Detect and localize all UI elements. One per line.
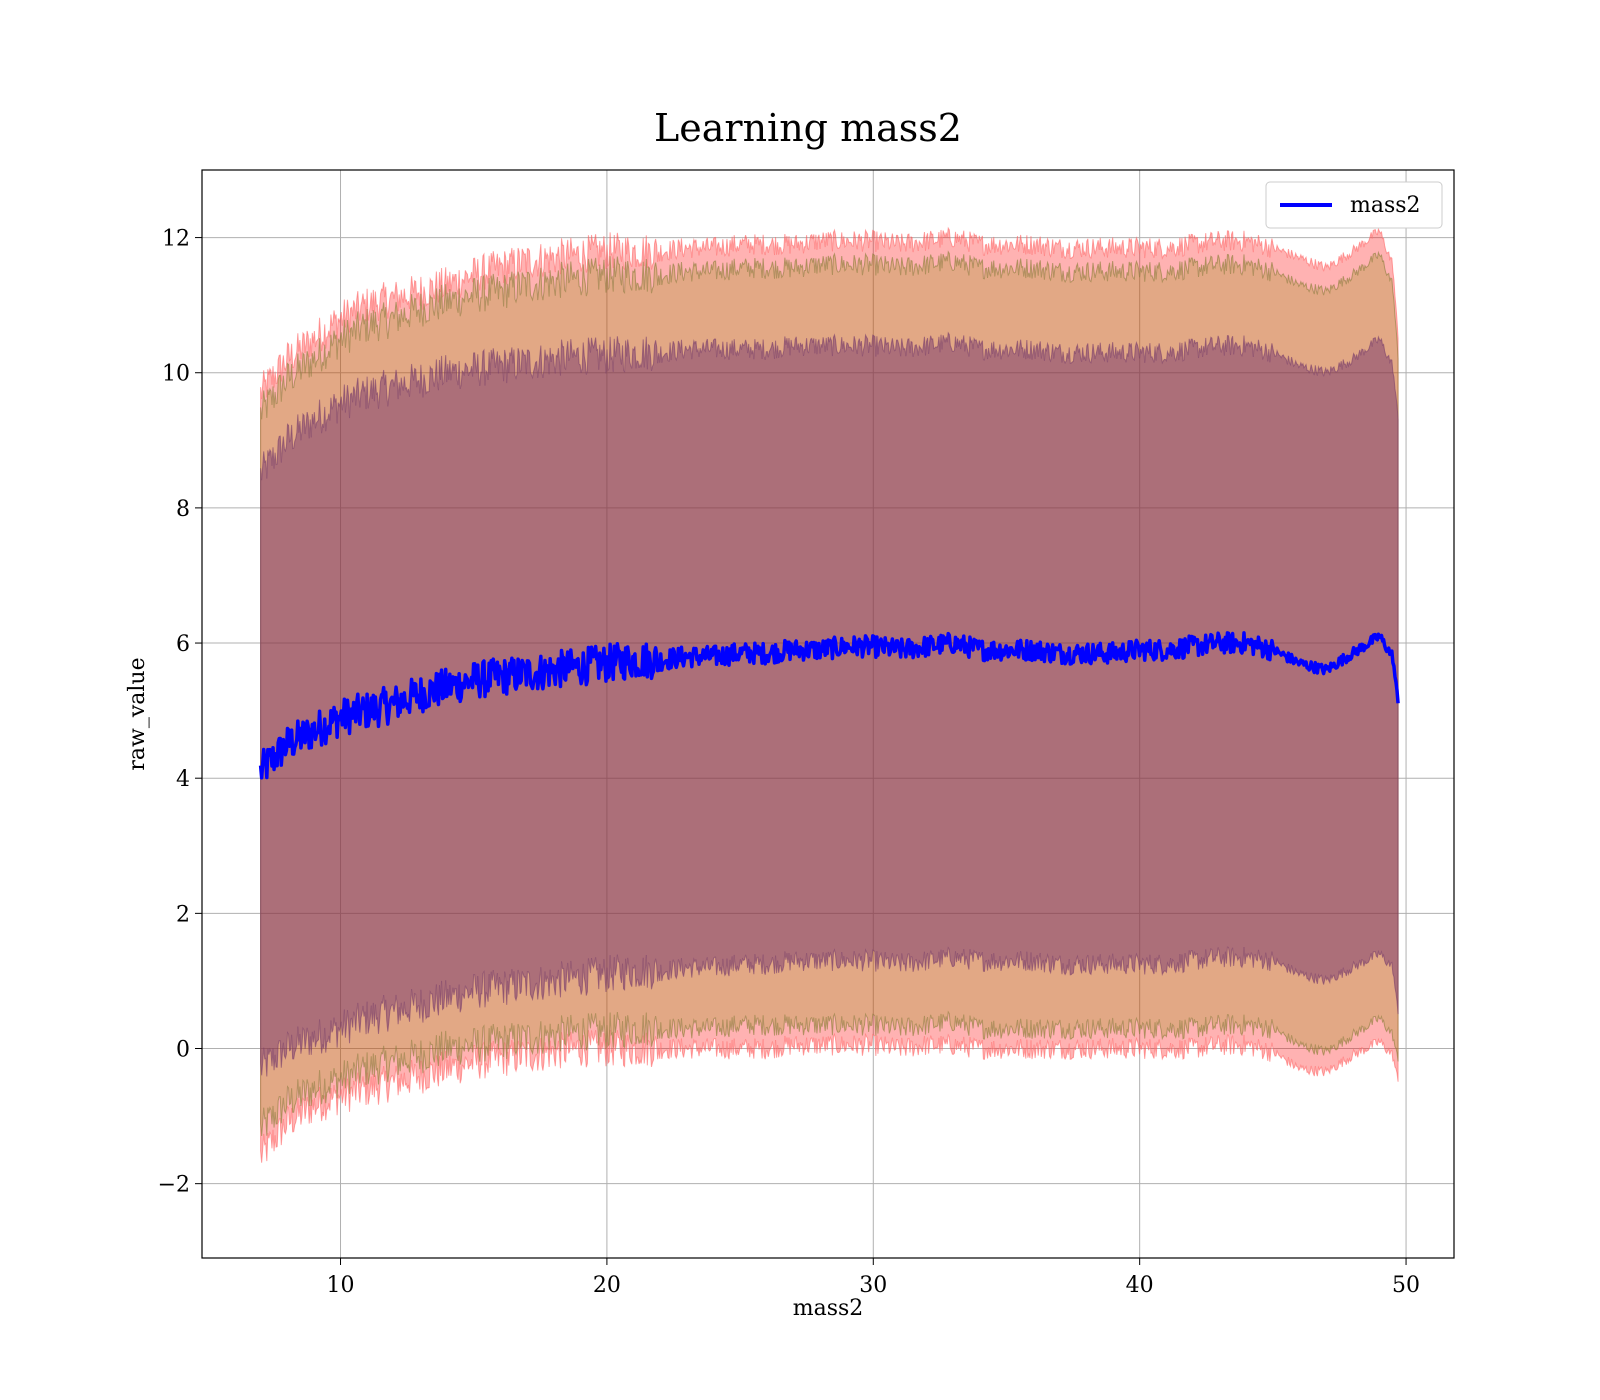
y-tick-label: 4 — [176, 767, 190, 792]
y-tick-label: 8 — [176, 497, 190, 522]
y-tick-label: 2 — [176, 902, 190, 927]
x-tick-label: 30 — [859, 1273, 887, 1298]
y-axis-ticks: −2 0 2 4 6 8 10 12 — [158, 227, 202, 1198]
chart-title: Learning mass2 — [654, 106, 962, 150]
y-tick-label: 0 — [176, 1038, 190, 1063]
x-tick-label: 40 — [1126, 1273, 1154, 1298]
band-middle — [260, 250, 1399, 1136]
x-axis-ticks: 10 20 30 40 50 — [327, 1258, 1420, 1298]
x-tick-label: 20 — [593, 1273, 621, 1298]
legend-label-mass2: mass2 — [1350, 193, 1421, 218]
y-axis-label: raw_value — [125, 657, 150, 770]
y-tick-label: −2 — [158, 1173, 190, 1198]
y-tick-label: 12 — [162, 227, 190, 252]
x-axis-label: mass2 — [793, 1296, 864, 1321]
confidence-bands — [260, 226, 1399, 1163]
axes-frame — [201, 169, 1455, 1259]
series-line-mass2 — [258, 631, 1400, 780]
x-tick-label: 10 — [327, 1273, 355, 1298]
x-tick-label: 50 — [1392, 1273, 1420, 1298]
series-lines — [258, 631, 1400, 780]
y-tick-label: 6 — [176, 632, 190, 657]
band-inner — [260, 331, 1399, 1077]
legend-box — [1265, 181, 1443, 229]
legend: mass2 — [1265, 181, 1443, 229]
band-outer — [260, 226, 1399, 1163]
plot-area — [201, 169, 1455, 1259]
y-tick-label: 10 — [162, 362, 190, 387]
